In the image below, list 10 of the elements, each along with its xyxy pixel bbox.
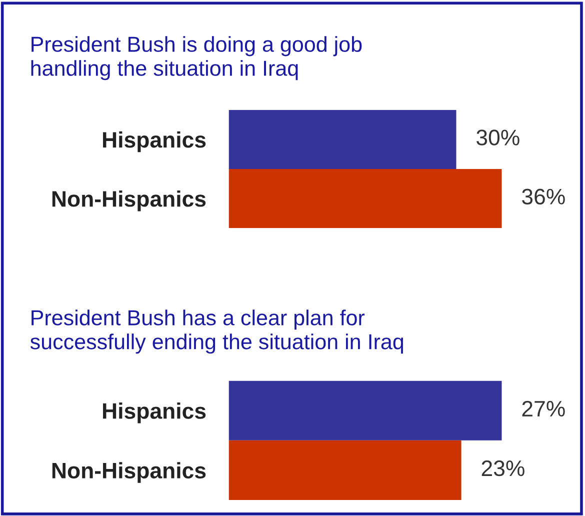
y-tick-label: Hispanics: [103, 131, 206, 152]
chart-title: President Bush has a clear plan for successfully ending the situation in Iraq: [30, 310, 404, 354]
data-label: 36%: [522, 188, 565, 204]
data-label: 23%: [482, 460, 524, 476]
data-label: 30%: [476, 130, 520, 146]
chart-title: President Bush is doing a good job handling the situation in Iraq: [31, 36, 362, 80]
data-label: 27%: [522, 400, 565, 416]
y-tick-label: Non-Hispanics: [52, 462, 206, 483]
y-tick-label: Hispanics: [103, 402, 206, 424]
y-tick-label: Non-Hispanics: [52, 190, 206, 212]
